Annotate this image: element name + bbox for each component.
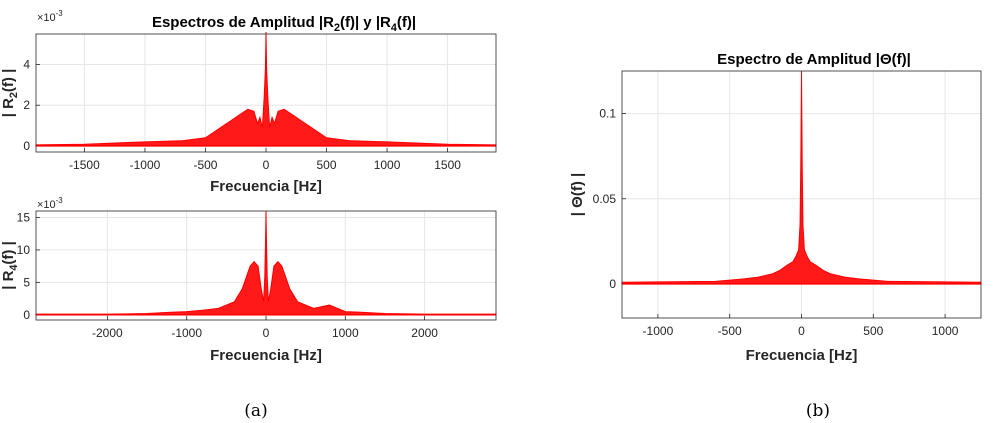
caption-b: (b): [806, 401, 830, 421]
x-axis-label: Frecuencia [Hz]: [210, 178, 322, 195]
y-tick-label: 0.1: [599, 107, 616, 121]
x-tick-label: -1000: [643, 324, 674, 338]
x-tick-label: -2000: [92, 326, 123, 340]
y-tick-label: 15: [17, 210, 31, 224]
x-tick-label: -1000: [171, 326, 202, 340]
x-tick-label: 0: [798, 324, 805, 338]
x-tick-label: 500: [317, 158, 337, 172]
y-tick-label: 0: [23, 308, 30, 322]
y-multiplier: ×10-3: [37, 9, 63, 24]
x-axis-label: Frecuencia [Hz]: [210, 347, 322, 364]
x-tick-label: 1000: [374, 158, 401, 172]
y-tick-label: 0: [609, 277, 616, 291]
y-tick-label: 0: [23, 139, 30, 153]
x-tick-label: -500: [193, 158, 217, 172]
caption-a: (a): [244, 401, 267, 421]
y-tick-label: 4: [23, 58, 30, 72]
x-tick-label: 0: [263, 158, 270, 172]
y-tick-label: 0.05: [593, 192, 617, 206]
x-tick-label: 2000: [411, 326, 438, 340]
x-axis-label: Frecuencia [Hz]: [746, 347, 858, 364]
x-tick-label: 1500: [434, 158, 461, 172]
y-tick-label: 2: [23, 98, 30, 112]
chart-r2: -1500 -1000 -500 0 500 1000 1500 0 2 4 Espectros d…: [0, 9, 496, 195]
chart-theta: -1000 -500 0 500 1000 0 0.05 0.1 Espectro de Amp…: [569, 51, 981, 364]
chart-title: Espectros de Amplitud |R2(f)| y |R4(f)|: [152, 14, 416, 34]
x-tick-label: -500: [718, 324, 742, 338]
y-tick-label: 10: [17, 243, 31, 257]
x-tick-label: 1000: [932, 324, 959, 338]
x-tick-label: -1000: [130, 158, 161, 172]
chart-title: Espectro de Amplitud |Θ(f)|: [717, 51, 911, 68]
y-tick-label: 5: [23, 275, 30, 289]
x-tick-label: 500: [863, 324, 883, 338]
x-tick-label: 1000: [332, 326, 359, 340]
x-tick-label: -1500: [69, 158, 100, 172]
x-tick-label: 0: [263, 326, 270, 340]
y-axis-label: | R2(f) |: [0, 69, 20, 118]
y-axis-label: | Θ(f) |: [569, 173, 586, 216]
y-multiplier: ×10-3: [37, 196, 63, 211]
chart-r4: -2000 -1000 0 1000 2000 0 5 10 15 Frecuencia [Hz]…: [0, 196, 496, 364]
